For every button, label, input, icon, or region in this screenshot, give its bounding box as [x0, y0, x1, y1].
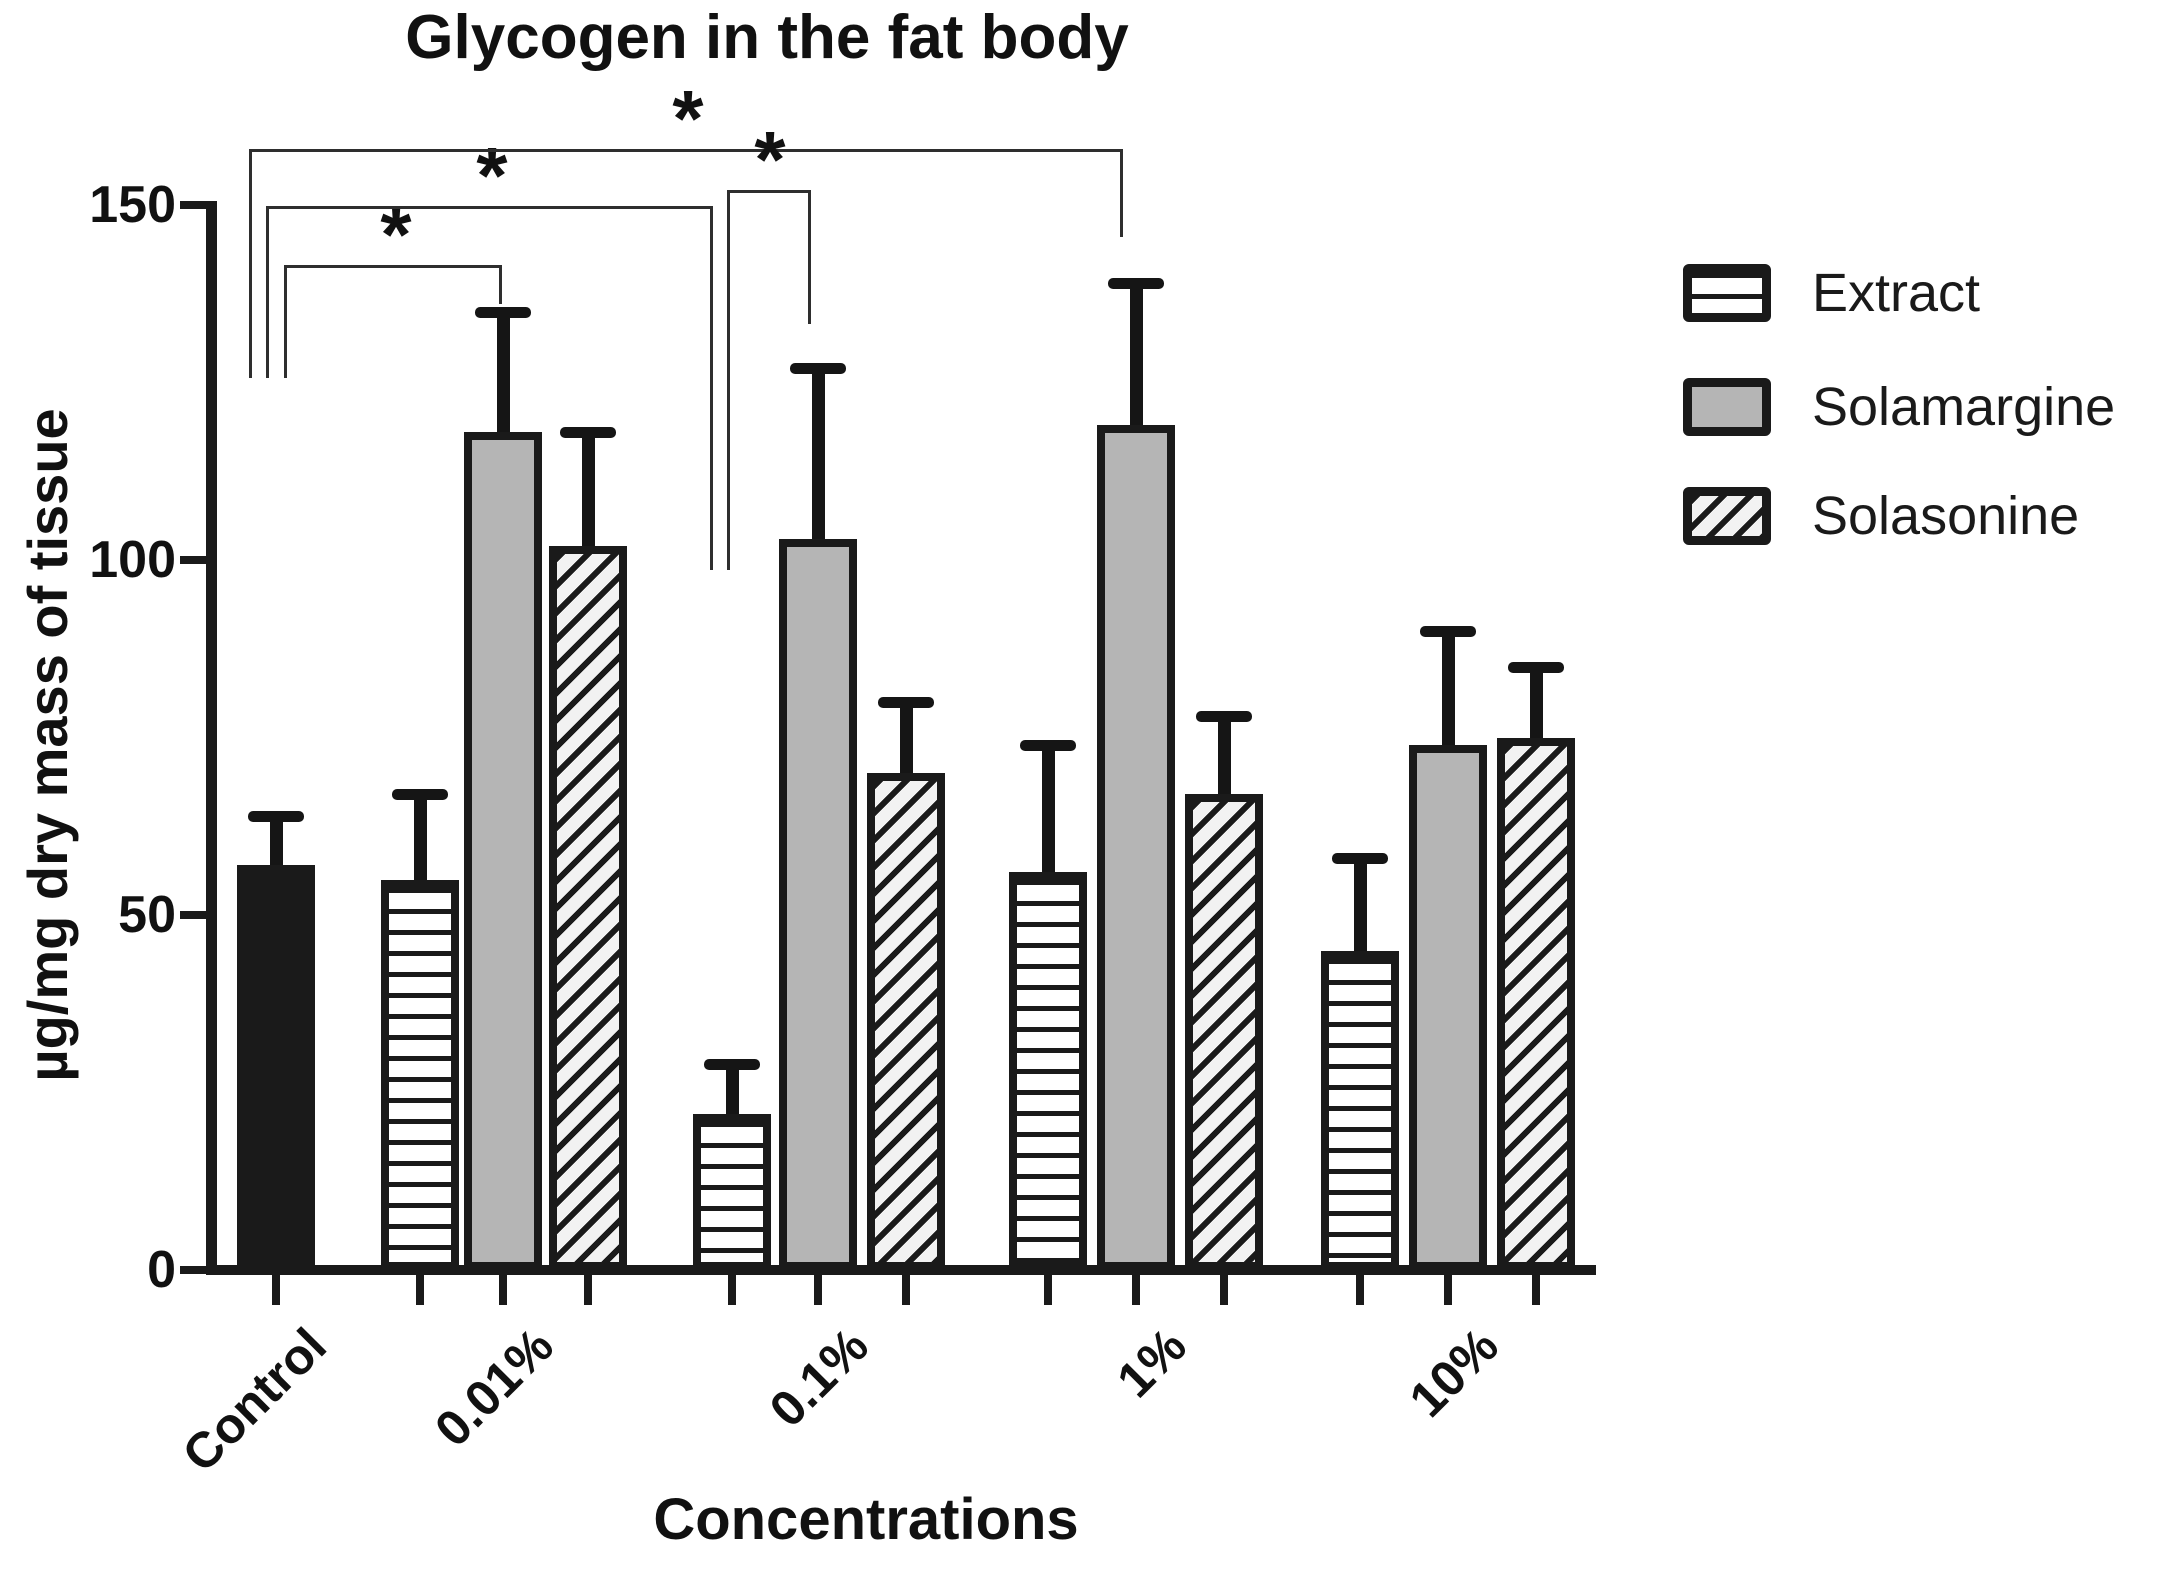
x-category-label-0.01%: 0.01%: [424, 1317, 565, 1458]
y-tick-label: 150: [89, 176, 176, 234]
sig-bracket-right-leg: [499, 265, 502, 304]
bar-1%-extract-error-stem: [1042, 748, 1055, 883]
bar-0.01%-solamargine-error-cap: [475, 306, 531, 318]
x-tick: [1220, 1273, 1228, 1305]
legend-label-solasonine: Solasonine: [1812, 486, 2080, 546]
y-tick: [180, 201, 210, 209]
sig-bracket-horizontal: [284, 265, 502, 268]
y-tick: [180, 556, 210, 564]
sig-bracket-left-leg: [249, 149, 252, 378]
bar-10%-solamargine-error-cap: [1420, 626, 1476, 637]
x-tick: [814, 1273, 822, 1305]
bar-0.1%-solasonine: [867, 773, 945, 1270]
bar-1%-solamargine-error-stem: [1130, 287, 1143, 436]
bar-10%-solamargine-error-stem: [1442, 635, 1455, 755]
x-axis-label: Concentrations: [653, 1487, 1079, 1552]
bar-0.1%-extract-error-cap: [704, 1059, 760, 1071]
legend-label-solamargine: Solamargine: [1812, 377, 2116, 437]
bar-1%-solasonine-error-cap: [1196, 711, 1252, 723]
sig-bracket-right-leg: [1120, 149, 1123, 237]
bar-10%-extract-error-cap: [1332, 853, 1388, 865]
bar-10%-extract: [1321, 950, 1399, 1270]
bar-control-error-stem: [270, 819, 283, 876]
sig-asterisk: *: [672, 74, 704, 163]
legend-swatch-solamargine: [1683, 378, 1771, 436]
bar-0.1%-solamargine: [779, 538, 857, 1270]
bar-10%-solasonine-error-stem: [1530, 670, 1543, 748]
sig-bracket-right-leg: [808, 190, 811, 324]
bar-control: [237, 865, 315, 1270]
bar-10%-extract-error-stem: [1354, 862, 1367, 961]
bar-0.01%-solasonine-error-cap: [560, 427, 616, 439]
bar-1%-extract-error-cap: [1020, 739, 1076, 751]
bar-0.1%-solamargine-error-cap: [790, 363, 846, 375]
x-axis-baseline: [206, 1265, 1596, 1275]
bar-0.01%-solamargine-error-stem: [497, 315, 510, 443]
y-axis-spine: [206, 201, 217, 1275]
x-tick: [499, 1273, 507, 1305]
x-category-label-0.1%: 0.1%: [758, 1317, 880, 1438]
x-tick: [1356, 1273, 1364, 1305]
y-tick: [180, 911, 210, 919]
sig-bracket-horizontal: [266, 206, 713, 209]
bar-1%-solamargine: [1097, 425, 1175, 1270]
sig-asterisk: *: [754, 115, 786, 204]
bar-0.1%-solamargine-error-stem: [812, 372, 825, 549]
bar-0.1%-extract-error-stem: [726, 1068, 739, 1124]
x-tick: [1444, 1273, 1452, 1305]
bar-10%-solamargine: [1409, 744, 1487, 1270]
sig-bracket-horizontal: [727, 190, 811, 193]
y-tick-label: 0: [147, 1241, 176, 1299]
x-tick: [1532, 1273, 1540, 1305]
y-tick: [180, 1266, 210, 1274]
bar-1%-solasonine: [1185, 794, 1263, 1270]
x-tick: [584, 1273, 592, 1305]
bar-1%-solamargine-error-cap: [1108, 278, 1164, 290]
sig-bracket-left-leg: [284, 265, 287, 378]
bar-0.01%-solasonine-error-stem: [582, 436, 595, 556]
sig-bracket-right-leg: [710, 206, 713, 570]
x-tick: [272, 1273, 280, 1305]
x-tick: [416, 1273, 424, 1305]
legend-label-extract: Extract: [1812, 263, 1981, 323]
y-tick-label: 50: [118, 886, 176, 944]
legend-swatch-extract: [1683, 264, 1771, 322]
sig-bracket-horizontal: [249, 149, 1123, 152]
bar-0.01%-extract-error-stem: [414, 798, 427, 890]
bar-0.01%-extract-error-cap: [392, 789, 448, 801]
bar-0.1%-extract: [693, 1113, 771, 1270]
bar-10%-solasonine-error-cap: [1508, 661, 1564, 673]
bar-1%-solasonine-error-stem: [1218, 720, 1231, 805]
x-tick: [728, 1273, 736, 1305]
bar-0.01%-extract: [381, 879, 459, 1270]
bar-0.1%-solasonine-error-cap: [878, 697, 934, 708]
bar-1%-extract: [1009, 872, 1087, 1270]
bar-10%-solasonine: [1497, 737, 1575, 1270]
chart-title: Glycogen in the fat body: [405, 3, 1129, 72]
sig-bracket-left-leg: [266, 206, 269, 378]
sig-bracket-left-leg: [727, 190, 730, 570]
bar-control-error-cap: [248, 810, 304, 822]
x-tick: [1044, 1273, 1052, 1305]
legend-swatch-solasonine: [1683, 487, 1771, 545]
x-tick: [902, 1273, 910, 1305]
bar-0.1%-solasonine-error-stem: [900, 706, 913, 783]
bar-0.01%-solamargine: [464, 432, 542, 1270]
y-tick-label: 100: [89, 531, 176, 589]
x-category-label-1%: 1%: [1106, 1317, 1198, 1409]
x-category-label-10%: 10%: [1398, 1317, 1510, 1428]
bar-0.01%-solasonine: [549, 545, 627, 1270]
sig-asterisk: *: [476, 131, 508, 220]
x-tick: [1132, 1273, 1140, 1305]
